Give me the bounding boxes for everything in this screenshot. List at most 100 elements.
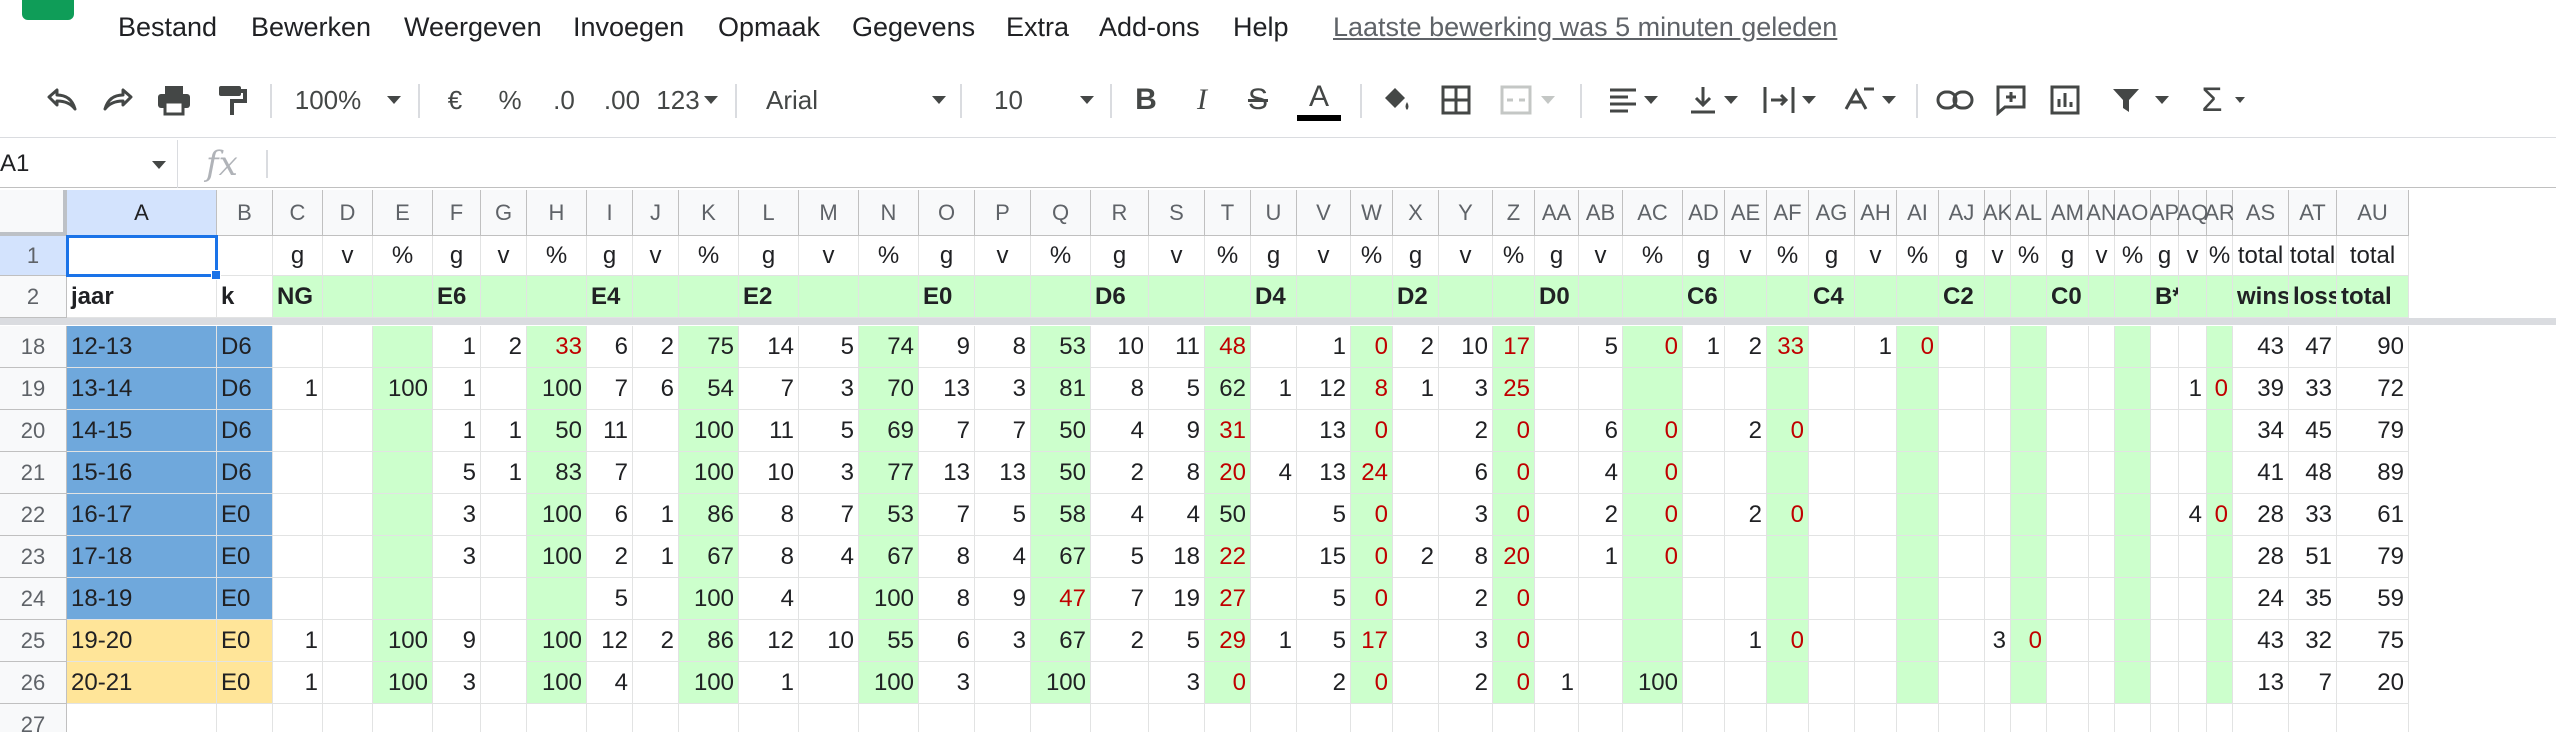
cell[interactable]: 61 <box>2337 494 2409 536</box>
column-header-t[interactable]: T <box>1205 190 1251 236</box>
cell[interactable] <box>1855 452 1897 494</box>
cell[interactable] <box>217 704 273 732</box>
header-cell[interactable]: % <box>1351 236 1393 276</box>
cell[interactable] <box>527 578 587 620</box>
header-cell[interactable] <box>1623 276 1683 318</box>
insert-comment-icon[interactable] <box>1990 76 2032 124</box>
cell[interactable] <box>481 662 527 704</box>
column-header-z[interactable]: Z <box>1493 190 1535 236</box>
cell[interactable]: 14-15 <box>67 410 217 452</box>
cell[interactable] <box>1623 578 1683 620</box>
column-header-i[interactable]: I <box>587 190 633 236</box>
cell[interactable] <box>2179 452 2207 494</box>
cell[interactable] <box>2337 704 2409 732</box>
undo-icon[interactable] <box>40 76 84 124</box>
cell[interactable]: 16-17 <box>67 494 217 536</box>
cell[interactable] <box>975 704 1031 732</box>
cell[interactable]: 13 <box>1297 452 1351 494</box>
cell[interactable] <box>1939 326 1985 368</box>
cell[interactable]: D6 <box>217 410 273 452</box>
cell[interactable] <box>1767 536 1809 578</box>
cell[interactable]: 2 <box>1393 326 1439 368</box>
column-header-g[interactable]: G <box>481 190 527 236</box>
cell[interactable]: 1 <box>481 452 527 494</box>
cell[interactable]: 2 <box>1091 620 1149 662</box>
cell[interactable] <box>1393 410 1439 452</box>
cell[interactable] <box>1393 704 1439 732</box>
cell[interactable] <box>1393 662 1439 704</box>
cell[interactable]: 33 <box>527 326 587 368</box>
cell[interactable] <box>1855 662 1897 704</box>
cell[interactable] <box>2011 494 2047 536</box>
header-cell[interactable] <box>1439 276 1493 318</box>
column-header-ao[interactable]: AO <box>2115 190 2151 236</box>
header-cell[interactable] <box>1725 276 1767 318</box>
cell[interactable]: 6 <box>633 368 679 410</box>
header-cell[interactable] <box>1579 276 1623 318</box>
cell[interactable] <box>1535 536 1579 578</box>
cell[interactable] <box>1985 326 2011 368</box>
cell[interactable]: 2 <box>1725 410 1767 452</box>
cell[interactable]: 0 <box>1767 494 1809 536</box>
cell[interactable]: 3 <box>433 662 481 704</box>
cell[interactable]: 1 <box>633 536 679 578</box>
cell[interactable]: 31 <box>1205 410 1251 452</box>
column-header-af[interactable]: AF <box>1767 190 1809 236</box>
cell[interactable] <box>1683 536 1725 578</box>
cell[interactable]: 0 <box>1351 536 1393 578</box>
cell[interactable] <box>2047 368 2089 410</box>
header-cell[interactable] <box>1297 276 1351 318</box>
increase-decimals-button[interactable]: .00 <box>603 84 641 115</box>
cell[interactable]: 10 <box>1439 326 1493 368</box>
cell[interactable]: 17-18 <box>67 536 217 578</box>
cell[interactable] <box>433 704 481 732</box>
cell[interactable]: 58 <box>1031 494 1091 536</box>
cell[interactable]: 20 <box>1493 536 1535 578</box>
cell[interactable] <box>1939 452 1985 494</box>
header-cell[interactable]: g <box>1091 236 1149 276</box>
header-cell[interactable] <box>2011 276 2047 318</box>
cell[interactable] <box>273 326 323 368</box>
header-cell[interactable] <box>633 276 679 318</box>
cell[interactable] <box>1939 410 1985 452</box>
cell[interactable] <box>323 620 373 662</box>
header-cell[interactable]: g <box>1393 236 1439 276</box>
cell[interactable]: 0 <box>1493 452 1535 494</box>
cell[interactable]: 7 <box>587 452 633 494</box>
header-cell[interactable] <box>1767 276 1809 318</box>
menu-gegevens[interactable]: Gegevens <box>852 12 976 42</box>
bold-button[interactable]: B <box>1135 83 1157 116</box>
header-cell[interactable]: loss <box>2289 276 2337 318</box>
cell[interactable]: 2 <box>1439 662 1493 704</box>
header-cell[interactable]: % <box>679 236 739 276</box>
cell[interactable]: 67 <box>859 536 919 578</box>
cell[interactable]: 72 <box>2337 368 2409 410</box>
cell[interactable] <box>1855 410 1897 452</box>
cell[interactable]: 1 <box>1393 368 1439 410</box>
cell[interactable] <box>859 704 919 732</box>
header-cell[interactable] <box>1493 276 1535 318</box>
cell[interactable] <box>2151 326 2179 368</box>
cell[interactable] <box>1897 368 1939 410</box>
header-cell[interactable]: D6 <box>1091 276 1149 318</box>
cell[interactable]: 90 <box>2337 326 2409 368</box>
cell[interactable]: 5 <box>1149 620 1205 662</box>
cell[interactable] <box>799 662 859 704</box>
cell[interactable]: 0 <box>1623 452 1683 494</box>
cell[interactable] <box>1767 704 1809 732</box>
header-cell[interactable]: v <box>481 236 527 276</box>
cell[interactable]: 75 <box>679 326 739 368</box>
cell[interactable] <box>1985 536 2011 578</box>
cell[interactable] <box>1809 368 1855 410</box>
cell[interactable] <box>2151 494 2179 536</box>
cell[interactable] <box>2011 326 2047 368</box>
column-header-r[interactable]: R <box>1091 190 1149 236</box>
cell[interactable] <box>2089 326 2115 368</box>
cell[interactable]: 48 <box>2289 452 2337 494</box>
cell[interactable] <box>527 704 587 732</box>
cell[interactable] <box>1579 662 1623 704</box>
cell[interactable] <box>2089 536 2115 578</box>
cell[interactable] <box>1623 704 1683 732</box>
column-header-h[interactable]: H <box>527 190 587 236</box>
header-cell[interactable]: v <box>1439 236 1493 276</box>
